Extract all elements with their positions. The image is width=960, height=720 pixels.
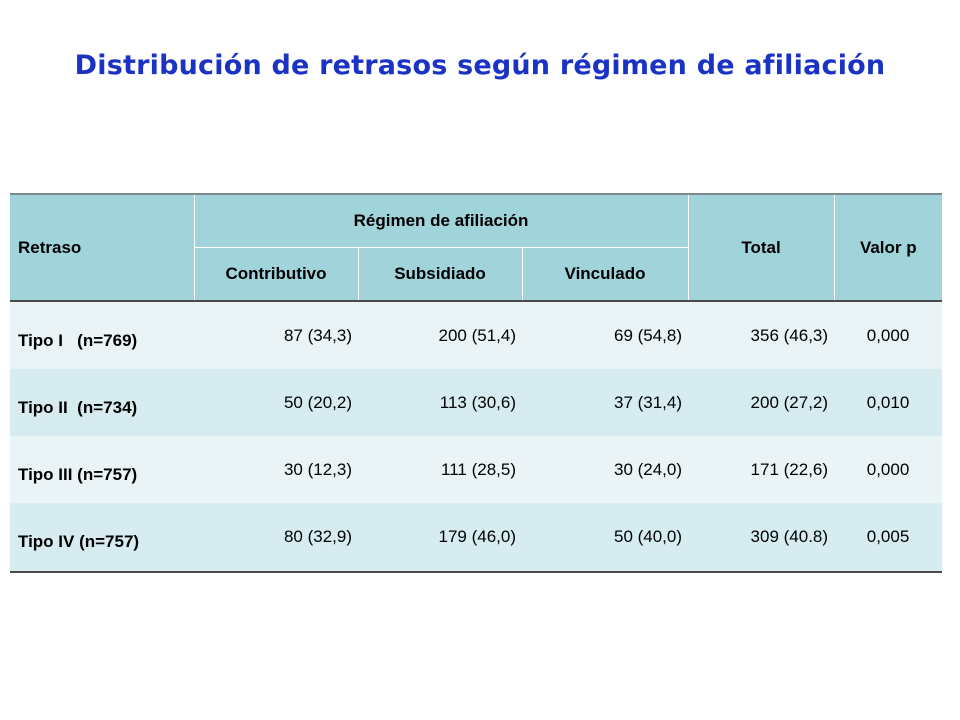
table-row: Tipo IV (n=757) 80 (32,9) 179 (46,0) 50 … (10, 503, 943, 573)
cell-total: 171 (22,6) (688, 436, 835, 503)
cell-vinculado: 50 (40,0) (522, 503, 689, 573)
cell-contributivo: 50 (20,2) (194, 369, 358, 436)
cell-valor-p: 0,000 (834, 301, 943, 369)
header-total: Total (687, 193, 835, 302)
header-subsidiado: Subsidiado (357, 247, 522, 302)
cell-subsidiado: 200 (51,4) (358, 301, 522, 369)
cell-total: 356 (46,3) (688, 301, 835, 369)
header-valor-p: Valor p (833, 193, 943, 302)
cell-valor-p: 0,005 (834, 503, 943, 573)
header-row-2: Contributivo Subsidiado Vinculado (10, 247, 942, 302)
table-header: Retraso Régimen de afiliación Total Valo… (10, 193, 943, 302)
cell-valor-p: 0,000 (834, 436, 943, 503)
table-body: Tipo I (n=769) 87 (34,3) 200 (51,4) 69 (… (10, 301, 943, 573)
header-retraso: Retraso (10, 193, 194, 302)
cell-contributivo: 87 (34,3) (194, 301, 358, 369)
cell-retraso: Tipo IV (n=757) (10, 503, 194, 573)
cell-contributivo: 30 (12,3) (194, 436, 358, 503)
cell-subsidiado: 179 (46,0) (358, 503, 522, 573)
cell-retraso: Tipo I (n=769) (10, 301, 194, 369)
slide-title: Distribución de retrasos según régimen d… (74, 50, 886, 81)
cell-vinculado: 37 (31,4) (522, 369, 689, 436)
retrasos-table: Retraso Régimen de afiliación Total Valo… (10, 193, 943, 573)
cell-total: 309 (40.8) (688, 503, 835, 573)
cell-valor-p: 0,010 (834, 369, 943, 436)
table-row: Tipo I (n=769) 87 (34,3) 200 (51,4) 69 (… (10, 301, 943, 369)
header-row-1: Retraso Régimen de afiliación Total Valo… (10, 193, 943, 302)
cell-contributivo: 80 (32,9) (194, 503, 358, 573)
cell-total: 200 (27,2) (688, 369, 835, 436)
cell-subsidiado: 113 (30,6) (358, 369, 522, 436)
table-row: Tipo III (n=757) 30 (12,3) 111 (28,5) 30… (10, 436, 943, 503)
cell-subsidiado: 111 (28,5) (358, 436, 522, 503)
header-regimen-afiliacion: Régimen de afiliación (193, 193, 689, 248)
header-vinculado: Vinculado (521, 247, 689, 302)
cell-vinculado: 30 (24,0) (522, 436, 689, 503)
cell-retraso: Tipo II (n=734) (10, 369, 194, 436)
table-row: Tipo II (n=734) 50 (20,2) 113 (30,6) 37 … (10, 369, 943, 436)
header-contributivo: Contributivo (193, 247, 358, 302)
cell-retraso: Tipo III (n=757) (10, 436, 194, 503)
cell-vinculado: 69 (54,8) (522, 301, 689, 369)
